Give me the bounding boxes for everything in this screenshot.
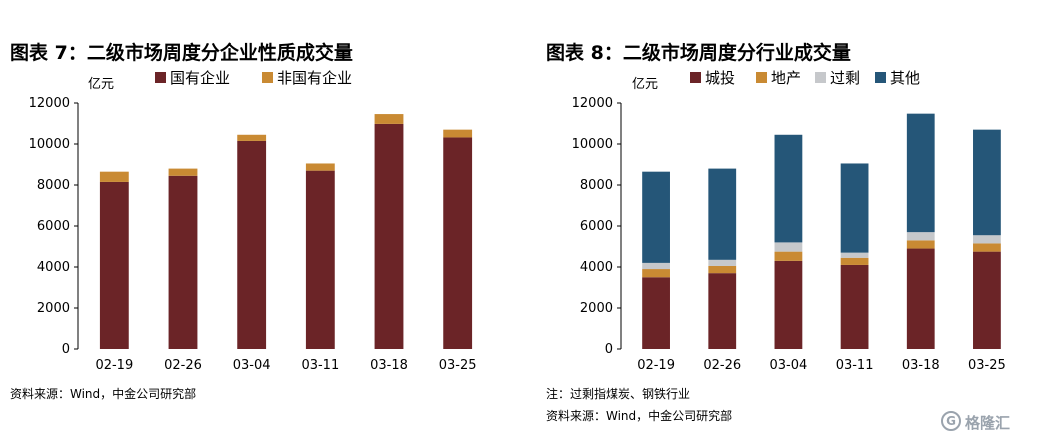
- bar-segment: [443, 137, 473, 349]
- x-tick-label: 03-25: [968, 358, 1006, 373]
- bar-segment: [840, 257, 869, 265]
- legend-label: 非国有企业: [277, 69, 352, 87]
- bar-segment: [168, 175, 198, 349]
- legend-label: 国有企业: [170, 69, 230, 87]
- y-tick-label: 2000: [37, 301, 70, 316]
- watermark-g-icon: G: [941, 411, 961, 431]
- bar-segment: [708, 259, 737, 266]
- chart-panel-industry: 图表 8：二级市场周度分行业成交量 0 2000 4000 6000 8000 10000…: [520, 0, 1037, 437]
- bar-segment: [374, 123, 404, 349]
- bar-segment: [642, 277, 670, 349]
- y-unit-label: 亿元: [88, 77, 114, 92]
- y-tick-label: 8000: [37, 178, 70, 193]
- bar-segment: [774, 134, 803, 243]
- legend-label: 过剩: [830, 69, 860, 87]
- y-tick-label: 4000: [37, 260, 70, 275]
- source-note: 资料来源：Wind，中金公司研究部: [10, 387, 197, 401]
- y-tick-label: 8000: [580, 178, 613, 193]
- x-tick-label: 03-11: [836, 358, 874, 373]
- bar-segment: [374, 114, 404, 124]
- y-unit-label: 亿元: [632, 77, 658, 92]
- y-tick-label: 10000: [572, 137, 613, 152]
- x-tick-label: 02-26: [703, 358, 741, 373]
- bar-segment: [305, 163, 335, 171]
- bar-segment: [906, 113, 935, 233]
- bar-segment: [774, 260, 803, 349]
- x-tick-label: 03-18: [370, 358, 408, 373]
- y-tick-label: 4000: [580, 260, 613, 275]
- legend-label: 其他: [890, 69, 920, 87]
- y-tick-label: 0: [605, 342, 613, 357]
- bar-segment: [642, 171, 670, 263]
- bar-segment: [774, 242, 803, 252]
- chart-title: 图表 8：二级市场周度分行业成交量: [546, 42, 851, 64]
- x-tick-label: 03-25: [439, 358, 477, 373]
- bar-segment: [305, 170, 335, 349]
- legend-swatch: [815, 72, 826, 83]
- bar-segment: [906, 240, 935, 249]
- bar-segment: [708, 168, 737, 260]
- y-tick-label: 6000: [37, 219, 70, 234]
- legend-label: 地产: [771, 69, 801, 87]
- y-tick-label: 10000: [29, 137, 70, 152]
- bar-segment: [99, 171, 129, 182]
- bar-segment: [973, 243, 1001, 252]
- chart-title: 图表 7：二级市场周度分企业性质成交量: [10, 42, 353, 64]
- bar-segment: [906, 232, 935, 241]
- bar-segment: [237, 134, 267, 141]
- y-tick-label: 12000: [29, 96, 70, 111]
- x-tick-label: 03-04: [233, 358, 271, 373]
- chart-panel-enterprise-type: 图表 7：二级市场周度分企业性质成交量 0 2000 4000 6000 8000 100…: [10, 42, 477, 401]
- x-tick-label: 02-19: [95, 358, 133, 373]
- bar-segment: [840, 252, 869, 258]
- stacked-bar-chart-industry: 0 2000 4000 6000 8000 10000 12000 亿元 城投 地产 过剩 其他 02-…: [572, 69, 1006, 373]
- bar-segment: [973, 129, 1001, 236]
- bar-segment: [443, 129, 473, 138]
- bar-segment: [708, 273, 737, 349]
- bar-segment: [708, 265, 737, 274]
- source-note: 资料来源：Wind，中金公司研究部: [546, 409, 733, 423]
- bar-segment: [973, 251, 1001, 349]
- bar-segment: [840, 264, 869, 349]
- legend-swatch: [756, 72, 767, 83]
- bar-segment: [642, 262, 670, 270]
- y-tick-label: 2000: [580, 301, 613, 316]
- bar-segment: [906, 248, 935, 349]
- y-tick-label: 12000: [572, 96, 613, 111]
- bar-segment: [840, 163, 869, 253]
- bar-segment: [168, 168, 198, 176]
- legend-label: 城投: [705, 69, 735, 87]
- bar-segment: [642, 269, 670, 278]
- bar-segment: [973, 235, 1001, 244]
- industry-note: 注：过剩指煤炭、钢铁行业: [546, 387, 691, 401]
- x-tick-label: 02-19: [637, 358, 675, 373]
- x-tick-label: 03-18: [902, 358, 940, 373]
- y-tick-label: 0: [62, 342, 70, 357]
- stacked-bar-chart-enterprise-type: 0 2000 4000 6000 8000 10000 12000 亿元 国有企业 非国有企业 02…: [29, 69, 477, 373]
- legend-swatch: [262, 72, 273, 83]
- bar-segment: [774, 251, 803, 261]
- legend-swatch: [690, 72, 701, 83]
- legend-swatch: [875, 72, 886, 83]
- bar-segment: [99, 181, 129, 349]
- bar-segment: [237, 140, 267, 349]
- x-tick-label: 03-11: [301, 358, 339, 373]
- legend-swatch: [155, 72, 166, 83]
- watermark-text: 格隆汇: [965, 414, 1011, 432]
- x-tick-label: 03-04: [770, 358, 808, 373]
- watermark-logo: G 格隆汇: [941, 409, 1033, 435]
- x-tick-label: 02-26: [164, 358, 202, 373]
- y-tick-label: 6000: [580, 219, 613, 234]
